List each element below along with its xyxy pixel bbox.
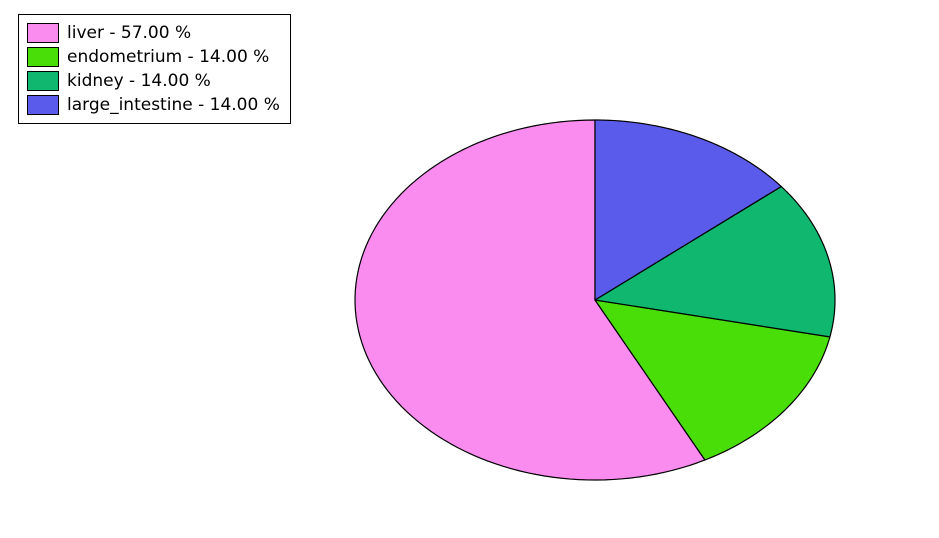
pie-slices	[355, 120, 835, 480]
pie-chart	[0, 0, 939, 538]
chart-canvas: { "chart": { "type": "pie", "background_…	[0, 0, 939, 538]
